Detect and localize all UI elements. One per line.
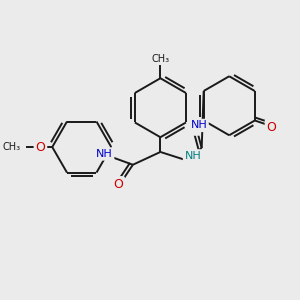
Text: O: O bbox=[113, 178, 123, 191]
Text: NH: NH bbox=[184, 151, 201, 161]
Text: O: O bbox=[266, 121, 276, 134]
Text: O: O bbox=[35, 141, 45, 154]
Text: NH: NH bbox=[96, 149, 113, 159]
Text: CH₃: CH₃ bbox=[3, 142, 21, 152]
Text: O: O bbox=[189, 121, 199, 134]
Text: CH₃: CH₃ bbox=[151, 54, 169, 64]
Text: NH: NH bbox=[190, 120, 207, 130]
